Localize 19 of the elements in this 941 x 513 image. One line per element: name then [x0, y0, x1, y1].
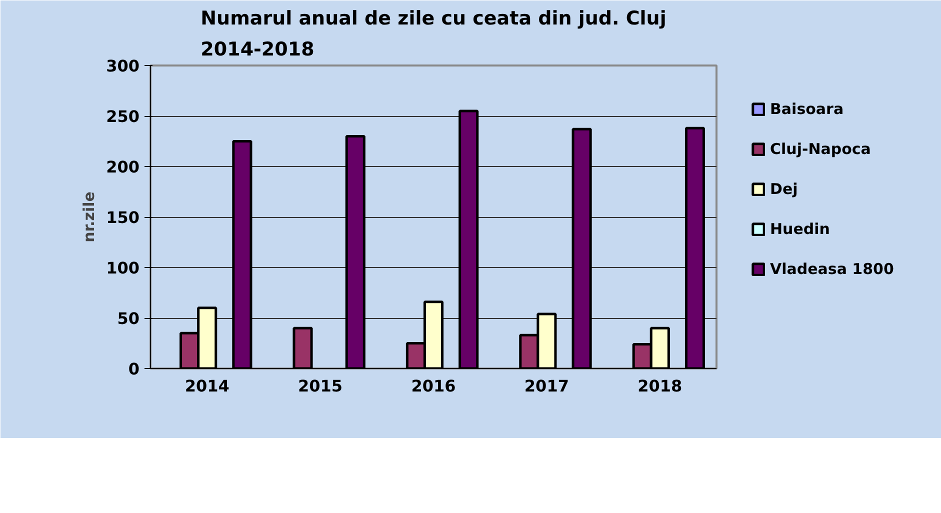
x-tick-label: 2014: [184, 376, 230, 396]
y-tick-label: 0: [128, 360, 140, 378]
y-tick-label: 50: [117, 309, 140, 328]
y-tick-label: 100: [106, 258, 140, 278]
x-tick-label: 2016: [411, 376, 456, 396]
x-tick-label: 2017: [524, 376, 569, 396]
legend-label: Vladeasa 1800: [770, 260, 894, 278]
y-tick-label: 150: [106, 208, 140, 227]
y-axis-title: nr.zile: [80, 192, 98, 242]
legend-label: Huedin: [770, 220, 830, 238]
x-tick-label: 2015: [298, 376, 343, 396]
x-tick-label: 2018: [638, 376, 682, 396]
y-tick-label: 300: [106, 56, 140, 76]
y-tick-label: 200: [106, 158, 140, 176]
legend-label: Cluj-Napoca: [770, 140, 871, 158]
chart-title: Numarul anual de zile cu ceata din jud. Cluj 2014-2018: [200, 8, 666, 60]
legend-label: Baisoara: [770, 100, 844, 118]
legend-label: Dej: [770, 180, 798, 198]
y-tick-label: 250: [106, 107, 140, 126]
